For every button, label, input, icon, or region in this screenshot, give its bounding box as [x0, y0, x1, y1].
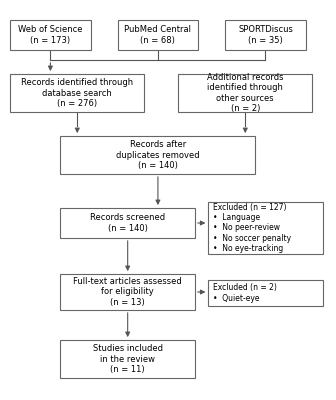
Text: Records identified through
database search
(n = 276): Records identified through database sear…: [21, 78, 133, 108]
FancyBboxPatch shape: [225, 20, 306, 50]
FancyBboxPatch shape: [208, 202, 323, 254]
FancyBboxPatch shape: [60, 274, 195, 310]
FancyBboxPatch shape: [60, 208, 195, 238]
Text: PubMed Central
(n = 68): PubMed Central (n = 68): [124, 25, 192, 45]
Text: Records screened
(n = 140): Records screened (n = 140): [90, 213, 165, 233]
FancyBboxPatch shape: [10, 74, 144, 112]
Text: Web of Science
(n = 173): Web of Science (n = 173): [18, 25, 83, 45]
FancyBboxPatch shape: [60, 340, 195, 378]
FancyBboxPatch shape: [118, 20, 198, 50]
Text: Excluded (n = 2)
•  Quiet-eye: Excluded (n = 2) • Quiet-eye: [213, 283, 277, 303]
Text: SPORTDiscus
(n = 35): SPORTDiscus (n = 35): [238, 25, 293, 45]
FancyBboxPatch shape: [178, 74, 312, 112]
Text: Records after
duplicates removed
(n = 140): Records after duplicates removed (n = 14…: [116, 140, 200, 170]
Text: Additional records
identified through
other sources
(n = 2): Additional records identified through ot…: [207, 73, 284, 113]
FancyBboxPatch shape: [60, 136, 255, 174]
FancyBboxPatch shape: [10, 20, 91, 50]
Text: Studies included
in the review
(n = 11): Studies included in the review (n = 11): [93, 344, 163, 374]
Text: Excluded (n = 127)
•  Language
•  No peer-review
•  No soccer penalty
•  No eye-: Excluded (n = 127) • Language • No peer-…: [213, 203, 292, 253]
FancyBboxPatch shape: [208, 280, 323, 306]
Text: Full-text articles assessed
for eligibility
(n = 13): Full-text articles assessed for eligibil…: [73, 277, 182, 307]
